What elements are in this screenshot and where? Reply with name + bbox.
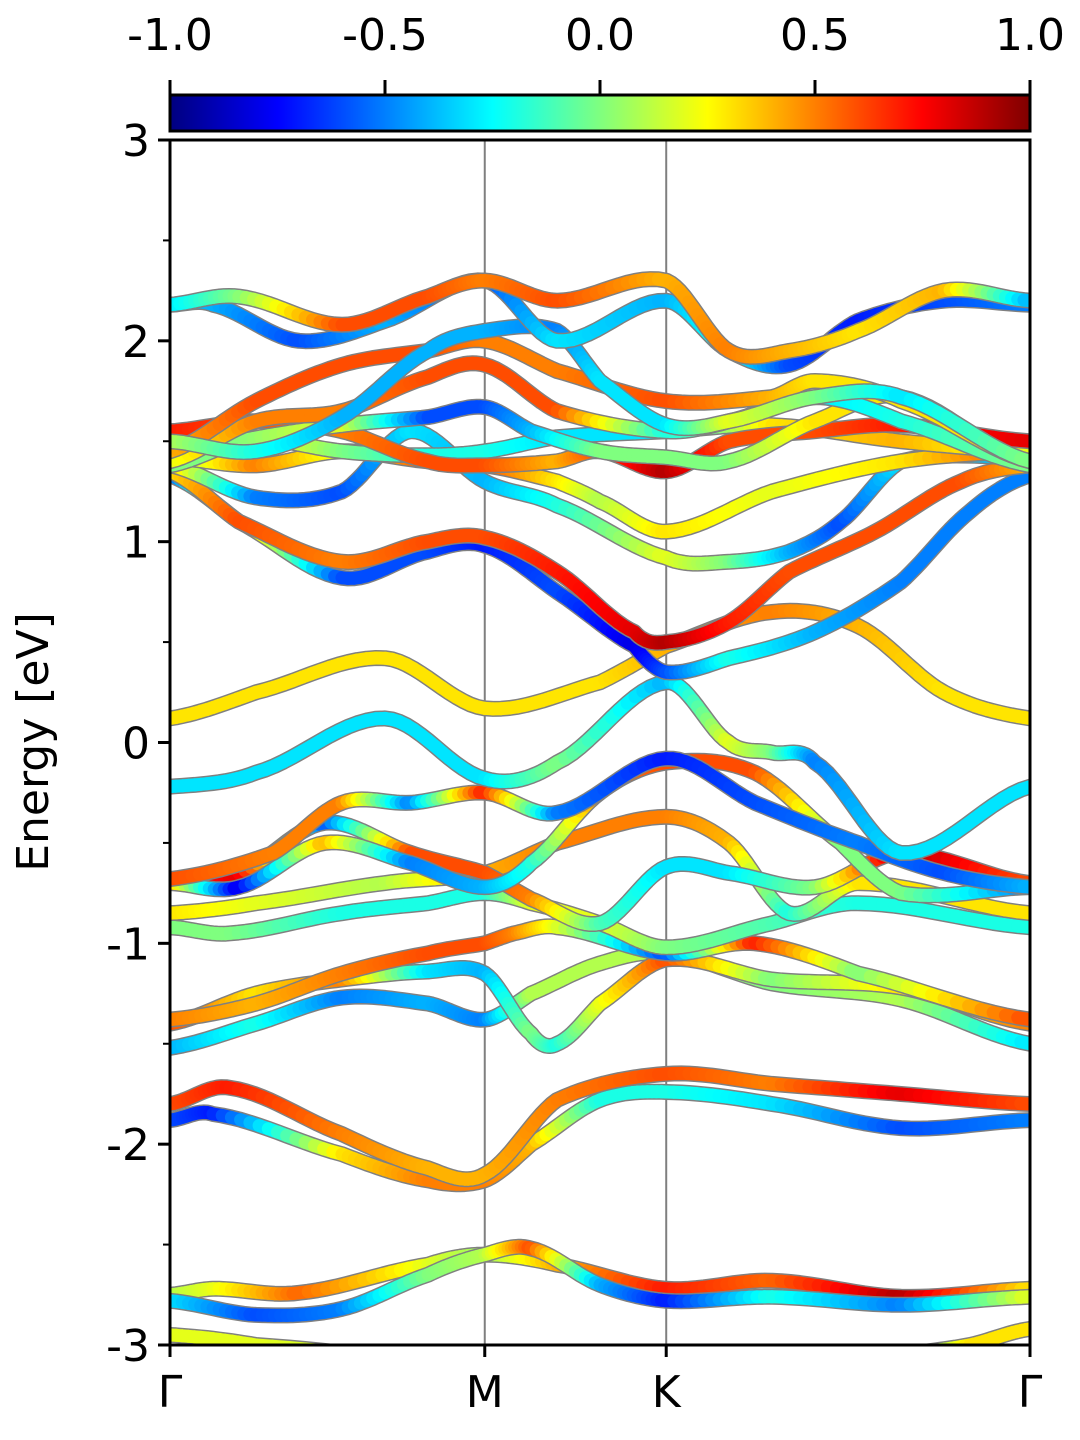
colorbar-tick-label: 0.5 [780, 10, 850, 61]
y-tick-label: -3 [106, 1321, 150, 1372]
colorbar-tick-label: 0.0 [565, 10, 635, 61]
x-tick-label: K [652, 1367, 682, 1418]
band-segment [1011, 919, 1030, 934]
colorbar-tick-label: 1.0 [995, 10, 1065, 61]
band-segment [683, 1364, 700, 1365]
band-segment [700, 1364, 717, 1365]
colorbar-tick-label: -1.0 [127, 10, 213, 61]
band-3 [170, 1320, 1030, 1366]
colorbar: -1.0 -0.5 0.0 0.5 1.0 [127, 10, 1065, 133]
band-segment [901, 1354, 906, 1355]
y-tick-label: 0 [122, 719, 150, 770]
band-27 [170, 271, 1030, 365]
band-14 [170, 674, 1030, 861]
band-segment [921, 1352, 926, 1353]
band-segment [944, 1341, 961, 1345]
colorbar-fill [168, 93, 1032, 133]
band-segment [834, 1357, 851, 1358]
y-axis: -3 -2 -1 0 1 2 3 [106, 116, 170, 1372]
band-segment [784, 1360, 801, 1361]
band-2 [170, 1238, 1030, 1324]
band-segment [817, 1358, 834, 1359]
y-tick-label: 3 [122, 116, 150, 167]
band-segment [338, 1352, 354, 1354]
band-segment [282, 1341, 311, 1345]
band-segment [916, 1352, 921, 1353]
band-segment [928, 1343, 939, 1345]
colorbar-ticks: -1.0 -0.5 0.0 0.5 1.0 [127, 10, 1065, 95]
band-segment [1014, 1035, 1030, 1051]
band-segment [299, 1342, 325, 1345]
band-segment [935, 1342, 951, 1345]
band-segment [436, 1362, 452, 1363]
y-tick-label: 2 [122, 317, 150, 368]
band-outline [170, 1320, 1030, 1345]
band-segment [800, 1359, 817, 1360]
band-segment [1014, 780, 1030, 797]
band-5 [170, 1065, 1030, 1188]
band-segment [884, 1355, 901, 1356]
band-segment [452, 1363, 468, 1364]
x-tick-label: M [466, 1367, 504, 1418]
band-lines [170, 271, 1030, 1366]
colorbar-tick-label: -0.5 [342, 10, 428, 61]
band-segment [1011, 1011, 1030, 1027]
band-segment [318, 1344, 331, 1345]
band-segment [906, 1354, 911, 1355]
band-segment [868, 1356, 885, 1357]
band-segment [750, 1362, 767, 1363]
x-tick-label: Γ [158, 1367, 183, 1418]
band-segment [1014, 434, 1030, 448]
band-segment [354, 1354, 370, 1356]
band-segment [940, 1341, 956, 1345]
band-segment [485, 1365, 498, 1366]
band-segment [387, 1357, 403, 1359]
band-17 [170, 457, 1030, 651]
band-25 [170, 318, 1030, 470]
y-axis-label: Energy [eV] [8, 612, 59, 872]
band-segment [1011, 905, 1030, 920]
band-segment [419, 1361, 435, 1362]
y-tick-label: -1 [106, 919, 150, 970]
y-tick-label: 1 [122, 518, 150, 569]
band-segment [926, 1344, 933, 1345]
band-segment [931, 1343, 945, 1345]
x-tick-label: Γ [1018, 1367, 1043, 1418]
band-segment [370, 1356, 386, 1358]
band-13 [170, 750, 1030, 896]
band-segment [767, 1361, 784, 1362]
plot-area: -3 -2 -1 0 1 2 3 Γ M K Γ Energy [eV] [8, 116, 1043, 1418]
band-segment [911, 1353, 916, 1354]
band-segment [403, 1359, 419, 1361]
y-tick-label: -2 [106, 1120, 150, 1171]
band-segment [733, 1362, 750, 1363]
band-segment [717, 1363, 734, 1364]
band-segment [949, 1340, 967, 1345]
band-segment [468, 1364, 484, 1365]
band-segment [851, 1357, 868, 1358]
band-segment [1014, 452, 1030, 468]
band-18 [170, 423, 1030, 572]
